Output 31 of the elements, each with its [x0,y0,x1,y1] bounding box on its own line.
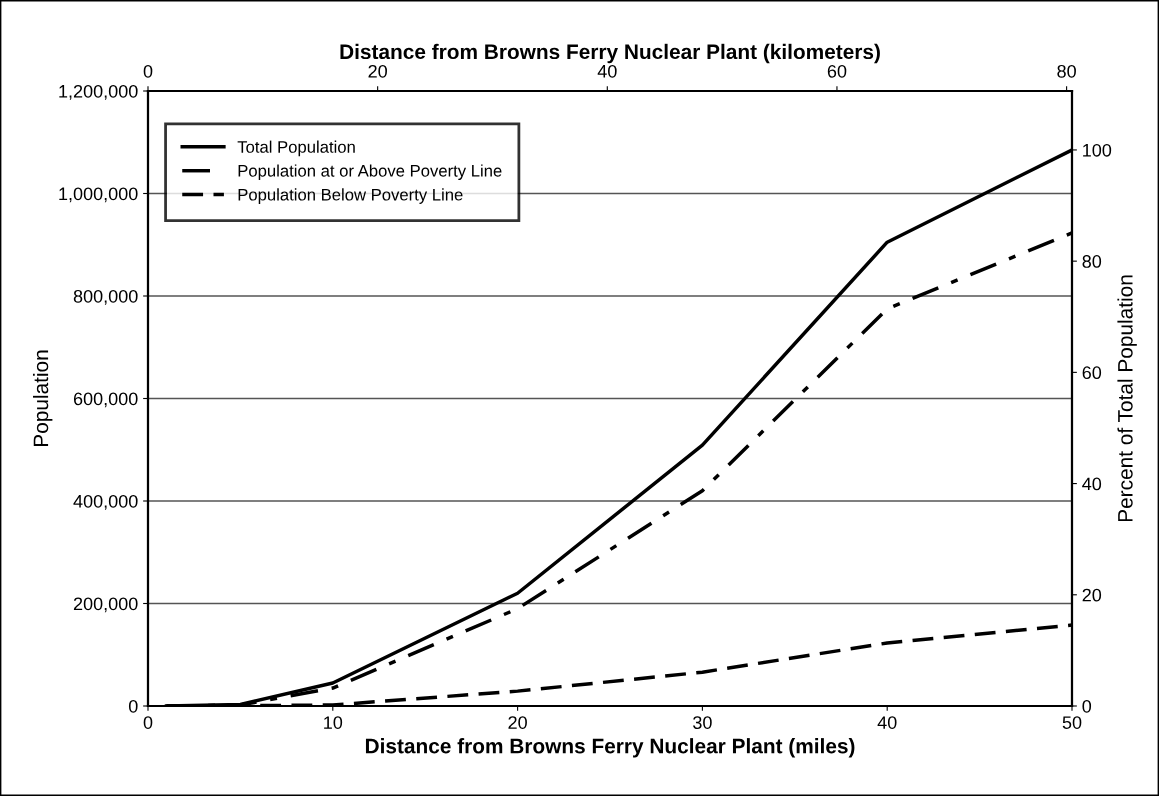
legend-label: Population Below Poverty Line [238,188,463,204]
y2-tick-label: 20 [1082,588,1102,602]
x2-tick-label: 80 [1057,64,1076,78]
y2-axis-title: Percent of Total Population [1117,275,1137,522]
y2-tick-label: 80 [1082,255,1102,268]
x2-tick-label: 40 [597,64,617,78]
y-tick-label: 1,200,000 [59,84,138,100]
legend-label: Population at or Above Poverty Line [238,164,502,181]
x-tick-label: 50 [1062,716,1082,729]
y2-tick-label: 60 [1082,366,1102,380]
y2-tick-label: 40 [1082,477,1102,491]
x-axis-title: Distance from Browns Ferry Nuclear Plant (miles) [365,738,855,758]
x-tick-label: 40 [877,716,897,729]
y-axis-title: Population [32,350,53,447]
y-tick-label: 800,000 [73,289,138,305]
y-tick-label: 600,000 [73,392,138,408]
legend-label: Total Population [237,140,355,157]
y-tick-label: 1,000,000 [59,187,138,203]
x-tick-label: 0 [143,716,153,729]
x2-tick-label: 60 [827,64,847,78]
x-tick-label: 10 [324,716,343,729]
y-tick-label: 200,000 [73,597,138,613]
y-tick-label: 0 [128,699,138,713]
x2-axis-title: Distance from Browns Ferry Nuclear Plant (kilometers) [340,43,880,64]
y2-tick-label: 100 [1083,143,1112,157]
x-tick-label: 30 [693,716,712,729]
y2-tick-label: 0 [1082,699,1092,713]
x2-tick-label: 0 [143,64,153,78]
x-tick-label: 20 [508,716,527,729]
y-tick-label: 400,000 [73,494,138,510]
x2-tick-label: 20 [368,64,387,78]
